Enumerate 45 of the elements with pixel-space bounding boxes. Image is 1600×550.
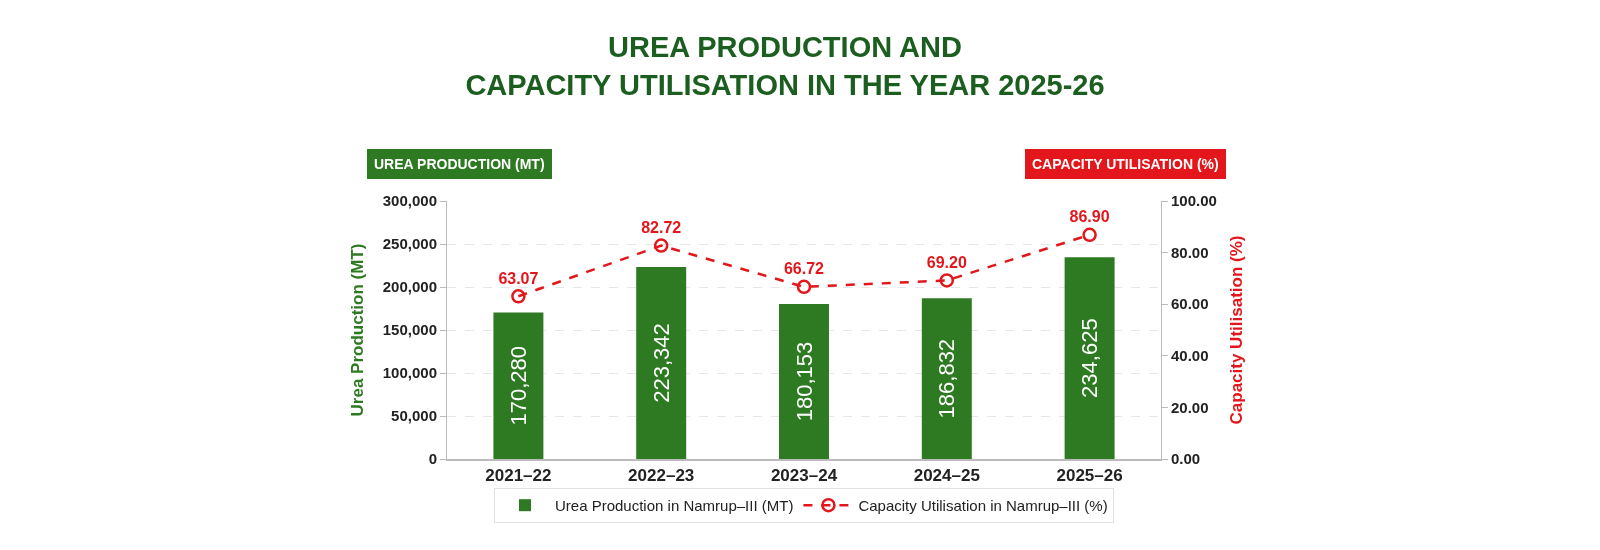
y-tick-label: 150,000 — [382, 321, 437, 339]
x-tick-label: 2022–23 — [628, 466, 695, 486]
point — [796, 279, 812, 295]
y2-tick-label: 100.00 — [1171, 192, 1217, 210]
bar — [1064, 257, 1115, 459]
text: UREA PRODUCTION (MT) — [374, 156, 545, 172]
x-tick-label: 2023–24 — [770, 466, 838, 486]
y-tick-label: 200,000 — [382, 278, 437, 296]
y2-tick-label: 0.00 — [1171, 450, 1201, 468]
data-label: 234,625 — [1077, 318, 1103, 398]
data-label: 86.90 — [1069, 208, 1110, 226]
bar — [921, 298, 972, 459]
point — [511, 289, 526, 304]
bar — [779, 304, 829, 459]
y2-axis-title: Capacity Utilisation (%) — [1227, 235, 1247, 425]
data-label: 170,280 — [505, 346, 531, 426]
point — [653, 238, 669, 253]
y2-tick-label: 40.00 — [1171, 347, 1209, 365]
bar — [636, 266, 687, 459]
text: CAPACITY UTILISATION (%) — [1032, 156, 1219, 172]
point — [1082, 227, 1097, 243]
x-tick-label: 2021–22 — [485, 466, 552, 486]
data-label: 63.07 — [498, 269, 539, 287]
legend-label: Capacity Utilisation in Namrup–III (%) — [858, 497, 1108, 515]
y-tick-label: 50,000 — [391, 407, 437, 425]
y2-tick-label: 60.00 — [1171, 295, 1209, 313]
data-label: 223,342 — [648, 323, 674, 403]
data-label: 66.72 — [783, 260, 825, 278]
chart-title: UREA PRODUCTION AND CAPACITY UTILISATION IN THE YEAR 2025-26 — [465, 31, 1105, 101]
point — [939, 273, 955, 288]
data-label: 69.20 — [926, 253, 967, 271]
y-tick-label: 0 — [428, 450, 437, 468]
y-axis-title: Urea Production (MT) — [348, 243, 368, 417]
y-tick-label: 100,000 — [382, 364, 437, 382]
data-label: 186,832 — [934, 338, 960, 419]
y-tick-label: 250,000 — [382, 235, 437, 253]
bar — [493, 312, 544, 459]
legend-label: Urea Production in Namrup–III (MT) — [555, 497, 794, 515]
data-label: 180,153 — [791, 341, 817, 422]
data-label: 82.72 — [641, 219, 682, 237]
y-tick-label: 300,000 — [382, 192, 437, 210]
x-tick-label: 2025–26 — [1056, 466, 1123, 486]
y2-tick-label: 80.00 — [1171, 243, 1209, 261]
y2-tick-label: 20.00 — [1171, 398, 1209, 416]
x-tick-label: 2024–25 — [913, 466, 980, 486]
